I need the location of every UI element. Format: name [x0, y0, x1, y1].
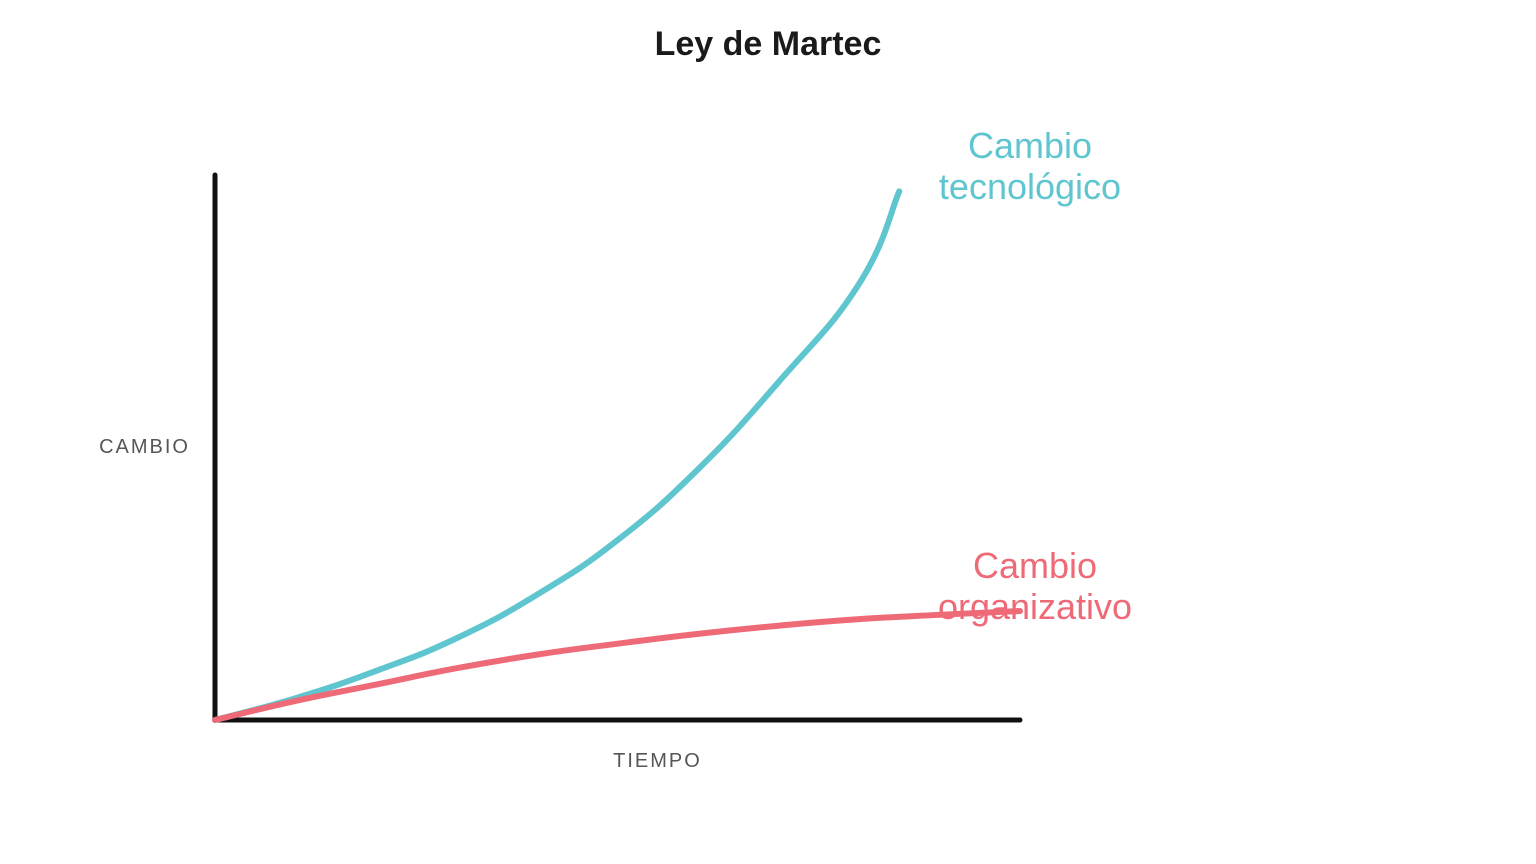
series-label-org-line2: organizativo — [938, 586, 1132, 627]
chart-svg — [0, 0, 1536, 864]
series-label-org: Cambio organizativo — [915, 545, 1155, 628]
chart-series-group — [215, 191, 1020, 720]
y-axis-label: CAMBIO — [70, 436, 190, 459]
series-label-tech-line1: Cambio — [968, 125, 1092, 166]
series-label-tech-line2: tecnológico — [939, 166, 1121, 207]
chart-axes — [215, 175, 1020, 720]
series-line-org — [215, 611, 1020, 720]
series-label-org-line1: Cambio — [973, 545, 1097, 586]
x-axis-label: TIEMPO — [558, 750, 758, 773]
series-label-tech: Cambio tecnológico — [930, 125, 1130, 208]
series-line-tech — [215, 191, 899, 720]
chart-container: Ley de Martec CAMBIO TIEMPO Cambio tecno… — [0, 0, 1536, 864]
